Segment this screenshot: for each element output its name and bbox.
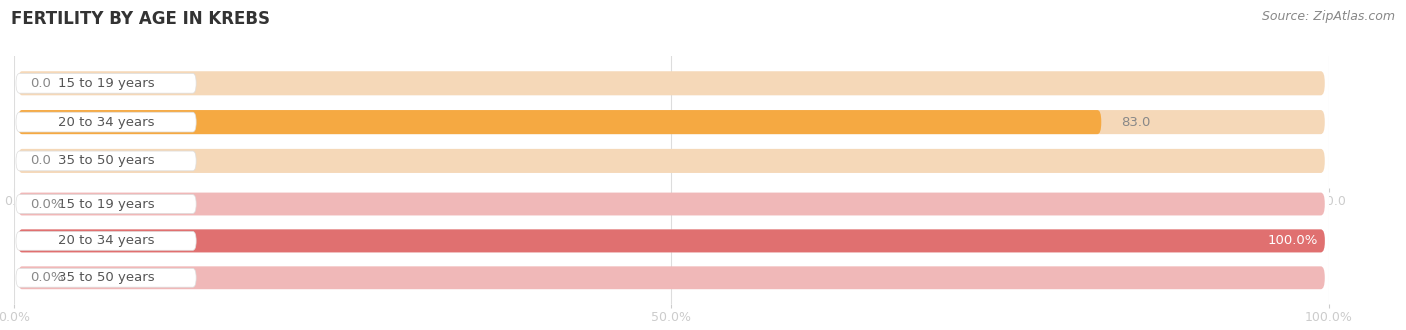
- FancyBboxPatch shape: [18, 266, 1324, 289]
- Text: 0.0: 0.0: [30, 77, 51, 90]
- Text: Source: ZipAtlas.com: Source: ZipAtlas.com: [1261, 10, 1395, 23]
- FancyBboxPatch shape: [15, 195, 197, 214]
- Text: 0.0%: 0.0%: [30, 198, 63, 211]
- FancyBboxPatch shape: [18, 110, 1101, 134]
- Text: 15 to 19 years: 15 to 19 years: [58, 77, 155, 90]
- Text: 83.0: 83.0: [1121, 115, 1150, 129]
- Text: 20 to 34 years: 20 to 34 years: [58, 234, 155, 248]
- Text: 100.0%: 100.0%: [1268, 234, 1319, 248]
- FancyBboxPatch shape: [15, 112, 197, 132]
- Text: 35 to 50 years: 35 to 50 years: [58, 271, 155, 284]
- FancyBboxPatch shape: [15, 268, 197, 287]
- Text: FERTILITY BY AGE IN KREBS: FERTILITY BY AGE IN KREBS: [11, 10, 270, 28]
- Text: 15 to 19 years: 15 to 19 years: [58, 198, 155, 211]
- Text: 0.0: 0.0: [30, 154, 51, 167]
- Text: 20 to 34 years: 20 to 34 years: [58, 115, 155, 129]
- FancyBboxPatch shape: [18, 110, 1324, 134]
- Text: 0.0%: 0.0%: [30, 271, 63, 284]
- FancyBboxPatch shape: [18, 229, 1324, 252]
- FancyBboxPatch shape: [18, 71, 1324, 95]
- FancyBboxPatch shape: [18, 229, 1324, 252]
- FancyBboxPatch shape: [15, 73, 197, 93]
- FancyBboxPatch shape: [18, 193, 1324, 215]
- FancyBboxPatch shape: [15, 151, 197, 171]
- FancyBboxPatch shape: [15, 232, 197, 250]
- FancyBboxPatch shape: [18, 149, 1324, 173]
- Text: 35 to 50 years: 35 to 50 years: [58, 154, 155, 167]
